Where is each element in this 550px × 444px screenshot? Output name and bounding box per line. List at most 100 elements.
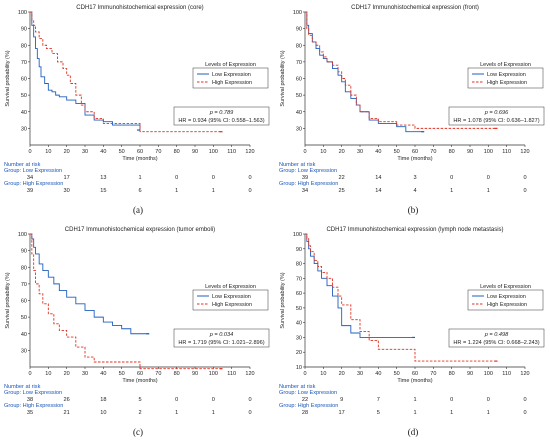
x-tick-label: 20 (64, 371, 70, 377)
risk-count: 0 (175, 397, 178, 403)
x-tick-label: 50 (394, 149, 400, 155)
risk-count: 1 (212, 410, 215, 416)
risk-count: 0 (212, 175, 215, 181)
legend-box (192, 289, 269, 311)
x-tick-label: 120 (520, 371, 529, 377)
y-tick-label: 50 (296, 306, 302, 312)
stats-box (448, 106, 545, 126)
risk-group-label: Group: High Expression (279, 181, 338, 187)
x-tick-label: 50 (119, 149, 125, 155)
km-panel-1: CDH17 Immunohistochemical expression (co… (4, 5, 270, 215)
risk-count: 6 (138, 188, 141, 194)
risk-count: 38 (27, 397, 33, 403)
x-tick-label: 70 (430, 149, 436, 155)
risk-count: 0 (450, 397, 453, 403)
x-tick-label: 80 (174, 149, 180, 155)
y-axis-label: Survival probability (%) (5, 50, 11, 106)
risk-count: 0 (248, 397, 251, 403)
risk-table-title: Number at risk (4, 162, 41, 168)
legend-entry: Low Expression (487, 72, 526, 78)
risk-count: 17 (339, 410, 345, 416)
p-value: p = 0.498 (484, 332, 509, 338)
risk-table-title: Number at risk (279, 162, 316, 168)
y-tick-label: 60 (21, 299, 27, 305)
y-tick-label: 50 (21, 315, 27, 321)
risk-count: 22 (302, 397, 308, 403)
y-tick-label: 100 (293, 10, 302, 16)
risk-count: 25 (339, 188, 345, 194)
risk-count: 1 (212, 188, 215, 194)
risk-group-label: Group: Low Expression (4, 168, 62, 174)
legend-box (192, 67, 269, 89)
y-tick-label: 30 (296, 126, 302, 132)
x-tick-label: 40 (375, 149, 381, 155)
y-tick-label: 40 (21, 110, 27, 116)
risk-group-label: Group: Low Expression (4, 390, 62, 396)
y-tick-label: 50 (296, 93, 302, 99)
x-tick-label: 90 (467, 149, 473, 155)
x-tick-label: 10 (320, 149, 326, 155)
survival-curve-low (30, 233, 150, 335)
hazard-ratio: HR = 0.934 (95% CI: 0.558–1.563) (178, 118, 264, 124)
y-tick-label: 80 (21, 43, 27, 49)
risk-count: 39 (302, 175, 308, 181)
y-tick-label: 20 (296, 350, 302, 356)
legend-box (467, 67, 544, 89)
risk-count: 5 (138, 397, 141, 403)
legend-entry: Low Expression (487, 294, 526, 300)
risk-count: 39 (27, 188, 33, 194)
x-tick-label: 30 (82, 149, 88, 155)
risk-table-title: Number at risk (279, 384, 316, 390)
risk-count: 1 (175, 410, 178, 416)
x-tick-label: 60 (137, 149, 143, 155)
x-tick-label: 0 (303, 371, 306, 377)
panel-label: (b) (408, 205, 419, 215)
risk-count: 0 (487, 397, 490, 403)
risk-count: 18 (100, 397, 106, 403)
y-tick-label: 90 (21, 249, 27, 255)
risk-count: 17 (64, 175, 70, 181)
x-tick-label: 110 (502, 371, 511, 377)
x-tick-label: 20 (339, 149, 345, 155)
risk-count: 0 (523, 175, 526, 181)
risk-count: 0 (248, 175, 251, 181)
risk-count: 4 (413, 188, 416, 194)
risk-count: 2 (138, 410, 141, 416)
y-tick-label: 40 (296, 110, 302, 116)
x-tick-label: 120 (520, 149, 529, 155)
risk-group-label: Group: High Expression (4, 403, 63, 409)
risk-count: 15 (100, 188, 106, 194)
risk-count: 1 (450, 188, 453, 194)
y-tick-label: 40 (21, 332, 27, 338)
survival-curve-high (305, 233, 498, 362)
x-tick-label: 60 (412, 371, 418, 377)
risk-count: 10 (100, 410, 106, 416)
survival-curve-low (305, 233, 415, 338)
km-panel-2: CDH17 Immunohistochemical expression (fr… (279, 5, 545, 215)
p-value: p = 0.034 (209, 332, 233, 338)
x-tick-label: 100 (209, 149, 218, 155)
survival-curve-low (30, 11, 141, 131)
x-tick-label: 10 (320, 371, 326, 377)
y-axis-label: Survival probability (%) (280, 272, 286, 328)
x-tick-label: 70 (155, 149, 161, 155)
risk-count: 9 (340, 397, 343, 403)
risk-count: 0 (487, 175, 490, 181)
x-tick-label: 120 (245, 149, 254, 155)
y-tick-label: 70 (296, 60, 302, 66)
risk-count: 0 (450, 175, 453, 181)
risk-count: 0 (523, 410, 526, 416)
survival-curve-low (305, 11, 425, 133)
x-tick-label: 50 (119, 371, 125, 377)
risk-count: 34 (302, 188, 308, 194)
chart-title: CDH17 Immunohistochemical expression (tu… (65, 227, 215, 233)
y-tick-label: 90 (296, 247, 302, 253)
x-tick-label: 80 (449, 371, 455, 377)
hazard-ratio: HR = 1.719 (95% CI: 1.021–2.896) (178, 340, 264, 346)
x-tick-label: 30 (82, 371, 88, 377)
x-tick-label: 70 (430, 371, 436, 377)
legend-entry: Low Expression (212, 294, 251, 300)
legend-title: Levels of Expression (205, 284, 256, 290)
risk-count: 5 (377, 410, 380, 416)
y-tick-label: 70 (296, 276, 302, 282)
